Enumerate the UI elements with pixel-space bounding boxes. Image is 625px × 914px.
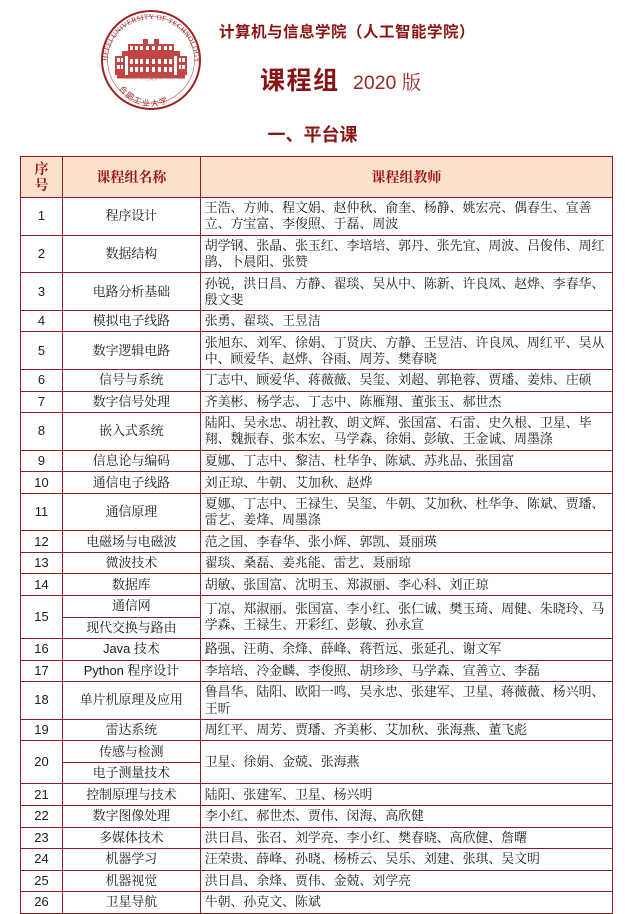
svg-text:- 1945 -: - 1945 -	[141, 77, 162, 83]
